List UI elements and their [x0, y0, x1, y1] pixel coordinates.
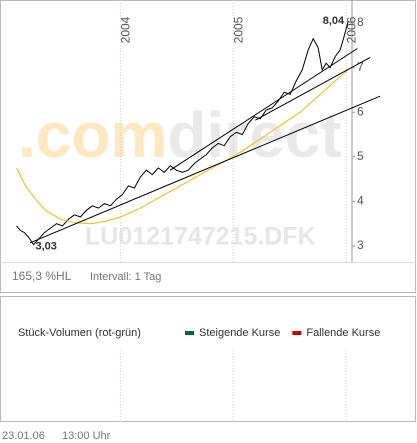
- y-tick-label: 3: [357, 238, 364, 252]
- volume-panel-frame: [0, 296, 416, 422]
- watermark-symbol: LU0121747215.DFK: [85, 223, 316, 251]
- legend-swatch: [185, 331, 194, 335]
- legend-swatch: [292, 331, 302, 335]
- price-line: [16, 21, 349, 246]
- extreme-label: 8,04: [323, 15, 345, 27]
- price-line: [255, 56, 371, 121]
- y-tick-label: 4: [357, 194, 364, 208]
- volume-title: Stück-Volumen (rot-grün): [18, 327, 141, 339]
- price-line: [16, 69, 349, 225]
- legend-label: Fallende Kurse: [306, 327, 380, 339]
- y-tick-label: 8: [357, 15, 364, 29]
- legend-label: Steigende Kurse: [199, 327, 280, 339]
- y-tick-label: 5: [357, 149, 364, 163]
- y-tick-label: 6: [357, 104, 364, 118]
- x-tick-label: 2005: [231, 16, 245, 43]
- price-line: [169, 48, 358, 171]
- performance: 165,3 %HL: [12, 269, 72, 283]
- extreme-label: 3,03: [35, 241, 56, 253]
- interval: Intervall: 1 Tag: [90, 271, 161, 283]
- x-tick-label: 2004: [119, 16, 133, 43]
- footer-date: 23.01.06: [2, 430, 45, 442]
- watermark-direct: direct: [167, 99, 341, 171]
- y-tick-label: 7: [357, 60, 364, 74]
- price-line: [29, 95, 381, 244]
- price-panel-frame: [0, 0, 416, 293]
- footer-time: 13:00 Uhr: [62, 430, 111, 442]
- watermark-com: .com: [18, 99, 167, 171]
